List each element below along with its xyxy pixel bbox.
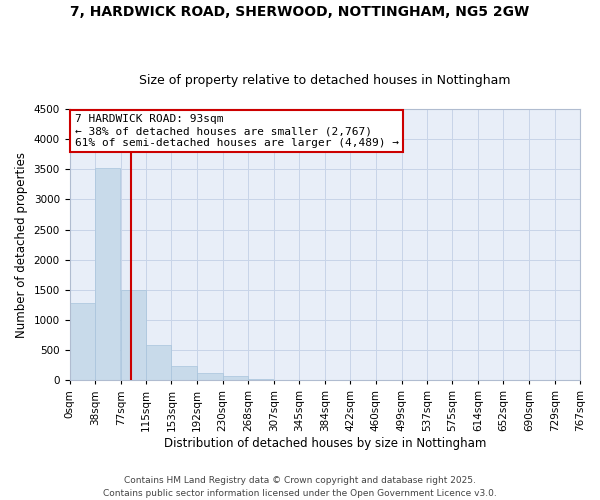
Bar [70,303,95,380]
Text: Contains HM Land Registry data © Crown copyright and database right 2025.
Contai: Contains HM Land Registry data © Crown c… [103,476,497,498]
Y-axis label: Number of detached properties: Number of detached properties [15,152,28,338]
X-axis label: Distribution of detached houses by size in Nottingham: Distribution of detached houses by size … [164,437,486,450]
Bar [146,344,171,380]
Bar [121,290,146,380]
Bar [197,373,223,380]
Bar [223,376,248,380]
Text: 7, HARDWICK ROAD, SHERWOOD, NOTTINGHAM, NG5 2GW: 7, HARDWICK ROAD, SHERWOOD, NOTTINGHAM, … [70,5,530,19]
Bar [95,168,120,380]
Text: 7 HARDWICK ROAD: 93sqm
← 38% of detached houses are smaller (2,767)
61% of semi-: 7 HARDWICK ROAD: 93sqm ← 38% of detached… [74,114,398,148]
Title: Size of property relative to detached houses in Nottingham: Size of property relative to detached ho… [139,74,511,87]
Bar [172,366,197,380]
